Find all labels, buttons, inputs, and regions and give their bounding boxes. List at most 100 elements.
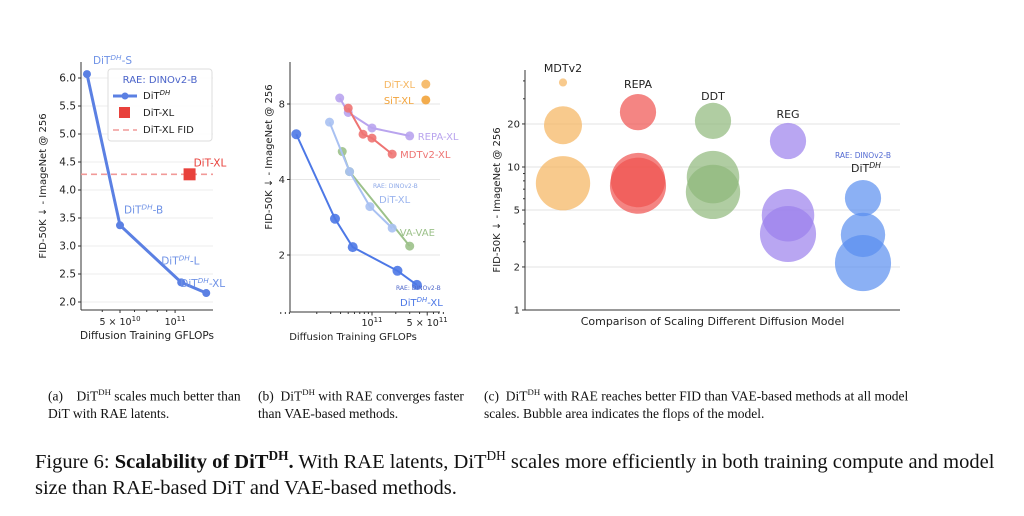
caption-b: (b) DiTDH with RAE converges faster than… xyxy=(258,384,478,422)
label-base: DiT xyxy=(851,162,870,175)
y-tick-label: 5.5 xyxy=(59,101,76,113)
data-point xyxy=(365,202,375,212)
category-label: REG xyxy=(776,108,799,121)
legend-box xyxy=(107,68,213,142)
tick-base: 10 xyxy=(361,318,373,329)
label-suffix: -L xyxy=(190,255,200,267)
series-prefix: RAE: DINOv2-B xyxy=(373,183,418,190)
y-tick-label: 3.5 xyxy=(59,213,76,225)
bubble xyxy=(609,157,667,214)
data-point xyxy=(367,133,377,143)
bubble xyxy=(685,164,741,220)
data-point xyxy=(325,117,335,127)
caption-tag: (a) xyxy=(48,388,63,404)
legend-entry: DiT-XL xyxy=(143,108,175,119)
caption-tag: (b) xyxy=(258,388,274,404)
category-label: MDTv2 xyxy=(544,62,582,75)
data-label: DiTDH-L xyxy=(161,253,199,267)
tick-exp: 10 xyxy=(132,315,141,323)
y-tick-label: 3.0 xyxy=(59,241,76,253)
y-tick-label: 4 xyxy=(279,175,285,186)
y-tick-label: 2 xyxy=(279,251,285,262)
tick-base: 5 × 10 xyxy=(407,318,439,329)
bubble xyxy=(535,156,591,211)
y-tick-label: 8 xyxy=(279,100,285,111)
figure-title-end: . xyxy=(288,450,294,473)
x-tick-label: 5 × 1011 xyxy=(407,316,448,329)
caption-text: with RAE converges faster than VAE-based… xyxy=(258,388,464,421)
data-point-square xyxy=(183,168,196,181)
category-prefix: RAE: DINOv2-B xyxy=(835,151,891,160)
y-tick-label: 4.0 xyxy=(59,185,76,197)
caption-sup: DH xyxy=(527,387,541,397)
label-sup: DH xyxy=(417,296,428,304)
bubble xyxy=(544,106,582,145)
figure-caption: Figure 6: Scalability of DiTDH. With RAE… xyxy=(35,443,995,501)
caption-text: scales much better than DiT with RAE lat… xyxy=(48,388,241,421)
label-suffix: -S xyxy=(122,55,133,67)
data-label: DiTDH-B xyxy=(124,202,163,216)
label-sup: DH xyxy=(141,202,153,211)
y-axis-label: FID-50K ↓ - ImageNet @ 256 xyxy=(492,127,503,272)
caption-text: DiT xyxy=(505,388,528,404)
tick-exp: 11 xyxy=(177,315,186,323)
label-suffix: -B xyxy=(153,204,164,216)
figure-caption-text: scales more efficiently in both training… xyxy=(35,450,995,499)
legend-square-icon xyxy=(119,107,130,118)
series-line-dit-dh xyxy=(85,73,207,295)
x-axis-label: Diffusion Training GFLOPs xyxy=(80,330,214,342)
series-line xyxy=(295,133,418,286)
x-tick-label: 5 × 1010 xyxy=(99,315,140,328)
y-tick-label: 5 xyxy=(514,206,520,217)
caption-sup: DH xyxy=(302,387,315,397)
data-point xyxy=(347,242,358,253)
legend-entry: DiTDH xyxy=(143,89,171,102)
y-tick-label: 10 xyxy=(507,163,520,174)
data-point xyxy=(392,265,403,276)
data-point xyxy=(411,279,422,290)
series-label: VA-VAE xyxy=(400,228,435,239)
caption-tag: (c) xyxy=(484,388,499,404)
label-base: DiT-XL xyxy=(194,157,227,169)
data-label: DiT-XL xyxy=(194,157,227,169)
series-label: REPA-XL xyxy=(418,132,459,143)
bubble xyxy=(694,102,732,140)
y-axis-label: FID-50K ↓ - ImageNet @ 256 xyxy=(38,113,49,258)
data-point xyxy=(367,123,377,133)
label-base: DiT xyxy=(93,55,111,67)
data-point xyxy=(345,167,355,177)
y-tick-label: 1 xyxy=(514,306,520,317)
figure-caption-text: With RAE latents, DiT xyxy=(293,450,487,473)
caption-sup: DH xyxy=(98,387,111,397)
label-base: DiT xyxy=(400,298,417,309)
data-point xyxy=(291,129,302,140)
data-label: DiTDH-XL xyxy=(180,276,225,290)
label-suffix: -XL xyxy=(209,278,225,290)
legend-title: RAE: DINOv2-B xyxy=(123,75,198,86)
data-label: DiTDH-S xyxy=(93,53,132,67)
label-sup: DH xyxy=(110,53,122,62)
label-sup: DH xyxy=(869,161,881,170)
bubble xyxy=(844,179,882,217)
y-axis-label: FID-50K ↓ - ImageNet @ 256 xyxy=(264,84,275,229)
label-suffix: -XL xyxy=(427,298,443,309)
caption-text: DiT xyxy=(76,388,99,404)
data-point xyxy=(329,213,340,224)
bubble xyxy=(769,122,807,160)
data-point xyxy=(405,131,415,141)
series-label: DiTDH-XL xyxy=(400,296,443,309)
data-point xyxy=(343,103,353,113)
bubble xyxy=(759,205,817,263)
series-label: MDTv2-XL xyxy=(400,150,451,161)
y-tick-label: 2.0 xyxy=(59,297,76,309)
x-tick-label: 1011 xyxy=(165,315,186,328)
series-line xyxy=(328,121,393,229)
label-base: DiT-XL xyxy=(143,108,175,119)
caption-c: (c) DiTDH with RAE reaches better FID th… xyxy=(484,384,924,422)
data-point xyxy=(421,95,431,105)
series-line xyxy=(338,97,410,137)
label-base: DiT xyxy=(180,278,198,290)
category-label: DiTDH xyxy=(851,161,881,175)
data-point xyxy=(387,223,397,233)
data-point xyxy=(177,278,186,287)
